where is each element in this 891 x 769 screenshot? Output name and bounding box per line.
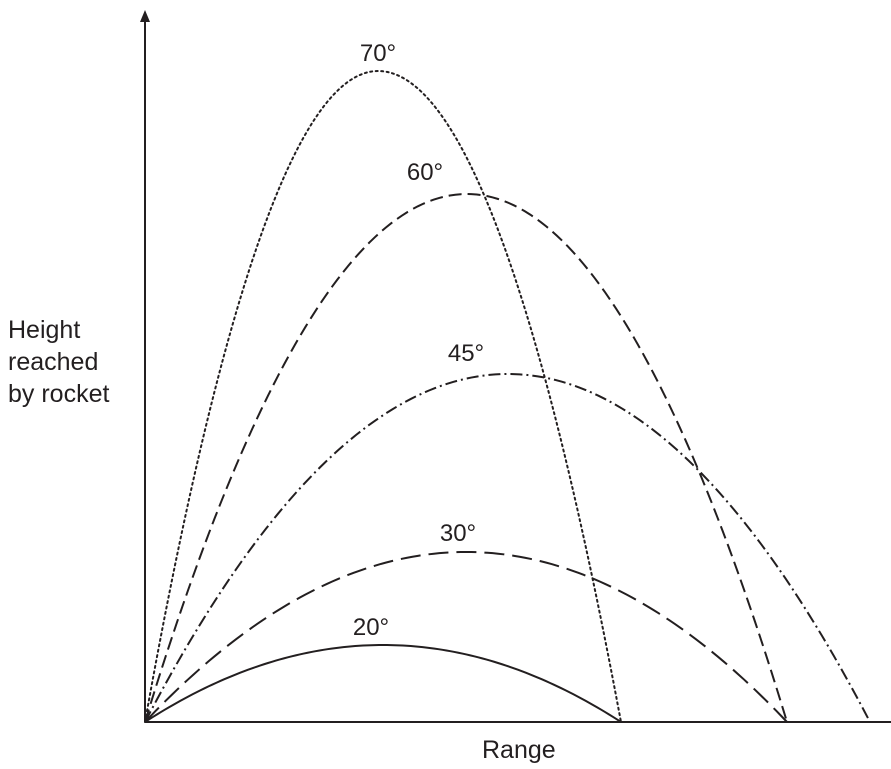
axes [140,10,891,723]
trajectory-curve-5 [144,643,622,723]
angle-label-3: 45° [448,340,484,367]
angle-label-2: 60° [407,159,443,186]
angle-label-4: 30° [440,520,476,547]
trajectory-curve-2 [144,193,788,723]
y-axis-label-line-1: Height [8,316,80,344]
y-axis-label: Height reached by rocket [8,316,109,408]
trajectory-curve-3 [144,372,871,723]
y-axis-arrowhead [140,10,150,22]
trajectory-curve-4 [144,550,788,723]
x-axis-label: Range [482,736,556,764]
y-axis-label-line-3: by rocket [8,380,109,408]
angle-labels: 70° 60° 45° 30° 20° [353,40,484,641]
trajectory-curves [144,70,871,723]
y-axis-label-line-2: reached [8,348,98,376]
trajectory-curve-1 [144,70,622,723]
angle-label-5: 20° [353,614,389,641]
angle-label-1: 70° [360,40,396,67]
